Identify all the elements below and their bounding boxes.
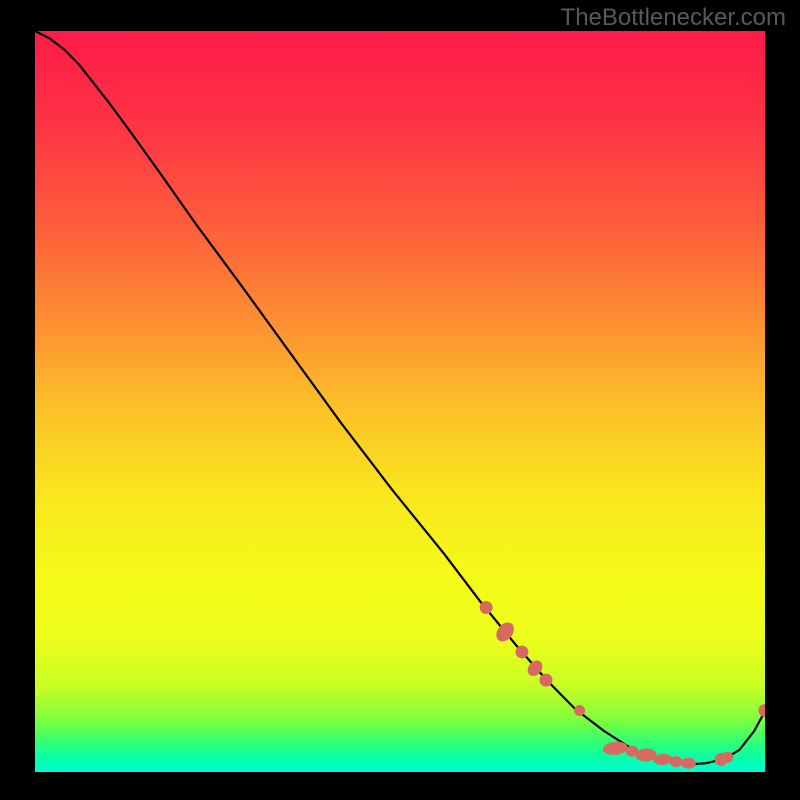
data-marker [540,674,552,686]
data-marker [723,752,733,762]
chart-stage: TheBottlenecker.com [0,0,800,800]
data-marker [516,646,528,658]
plot-svg [35,31,765,772]
data-marker [575,706,585,716]
data-marker [480,602,492,614]
watermark-text: TheBottlenecker.com [561,4,786,32]
gradient-background [35,31,765,772]
plot-area [35,31,765,772]
data-marker [681,758,695,768]
data-marker [670,757,682,767]
